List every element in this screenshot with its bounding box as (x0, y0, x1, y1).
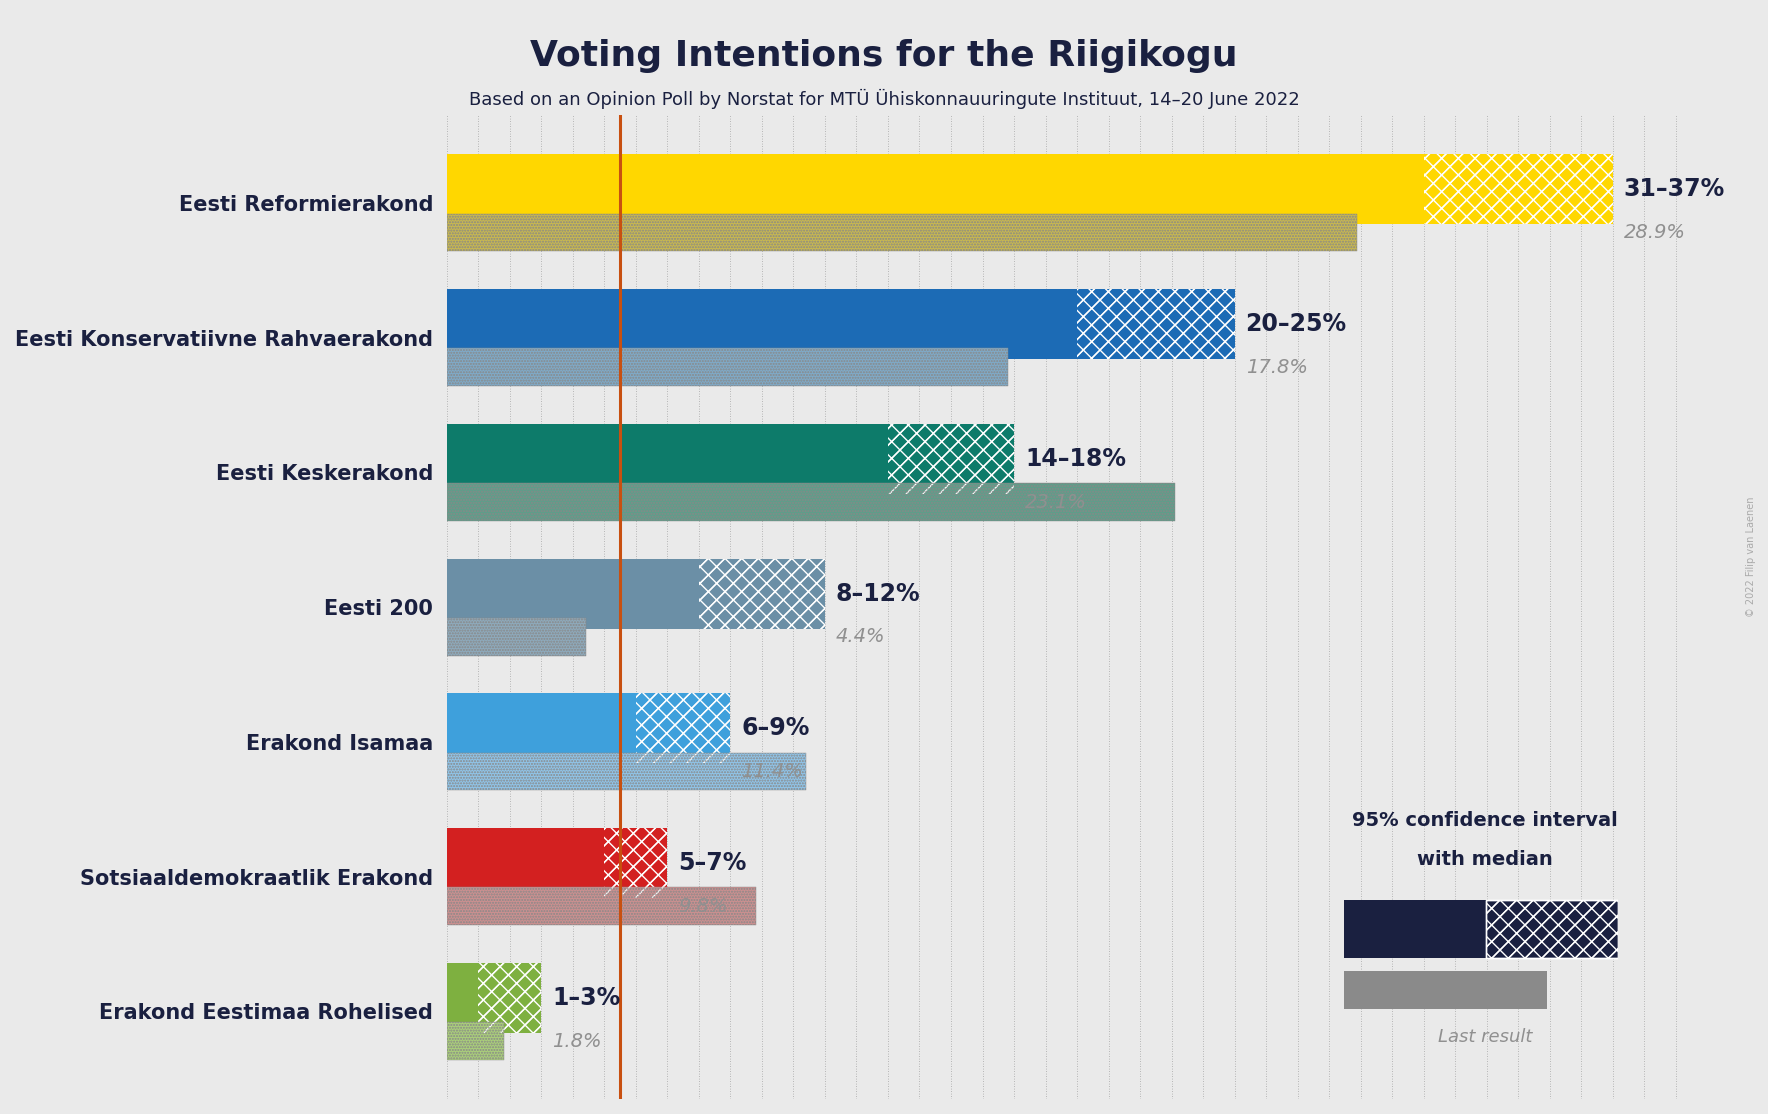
Bar (479, 962, 541, 1033)
Bar (447, 214, 1358, 252)
Bar (447, 349, 1008, 387)
Bar (447, 423, 888, 494)
Bar (447, 962, 479, 1033)
Bar (888, 423, 1015, 494)
Bar (447, 618, 585, 656)
Bar (605, 828, 668, 898)
Bar (605, 828, 668, 898)
Bar (698, 558, 826, 628)
Bar (447, 753, 806, 791)
Bar (698, 558, 826, 628)
Bar (479, 962, 541, 1033)
Text: Based on an Opinion Poll by Norstat for MTÜ Ühiskonnauuringute Instituut, 14–20 : Based on an Opinion Poll by Norstat for … (469, 89, 1299, 109)
Bar (1423, 155, 1612, 224)
Text: with median: with median (1418, 850, 1552, 869)
Text: Last result: Last result (1437, 1028, 1533, 1046)
Bar (1487, 900, 1618, 958)
Text: 20–25%: 20–25% (1246, 312, 1347, 336)
Text: 95% confidence interval: 95% confidence interval (1353, 811, 1618, 830)
Text: 23.1%: 23.1% (1025, 492, 1087, 511)
Bar (447, 1023, 504, 1059)
Text: 6–9%: 6–9% (741, 716, 810, 741)
Bar (447, 483, 1174, 521)
Bar (1423, 155, 1612, 224)
Text: 11.4%: 11.4% (741, 762, 803, 781)
Bar (447, 618, 585, 656)
Bar (447, 888, 755, 925)
Bar (447, 558, 698, 628)
Bar (447, 693, 636, 763)
Bar (447, 483, 1174, 521)
Text: 1.8%: 1.8% (552, 1032, 601, 1051)
Bar (447, 155, 1423, 224)
Text: 9.8%: 9.8% (679, 897, 728, 916)
Text: 17.8%: 17.8% (1246, 358, 1308, 377)
Bar (888, 423, 1015, 494)
Text: 14–18%: 14–18% (1025, 447, 1126, 471)
Bar (1344, 900, 1487, 958)
Bar (1077, 290, 1234, 359)
Text: 31–37%: 31–37% (1623, 177, 1726, 202)
Bar (636, 693, 730, 763)
Bar (447, 888, 755, 925)
Text: © 2022 Filip van Laenen: © 2022 Filip van Laenen (1745, 497, 1756, 617)
Bar (447, 214, 1358, 252)
Text: 4.4%: 4.4% (836, 627, 886, 646)
Bar (447, 290, 1077, 359)
Bar (447, 349, 1008, 387)
Text: 8–12%: 8–12% (836, 582, 921, 606)
Bar (1344, 971, 1547, 1009)
Text: Voting Intentions for the Riigikogu: Voting Intentions for the Riigikogu (530, 39, 1238, 74)
Bar (447, 753, 806, 791)
Bar (636, 693, 730, 763)
Text: 1–3%: 1–3% (552, 986, 621, 1010)
Bar (447, 828, 605, 898)
Bar (1487, 900, 1618, 958)
Text: 28.9%: 28.9% (1623, 223, 1685, 242)
Bar (1077, 290, 1234, 359)
Bar (447, 1023, 504, 1059)
Text: 5–7%: 5–7% (679, 851, 746, 876)
